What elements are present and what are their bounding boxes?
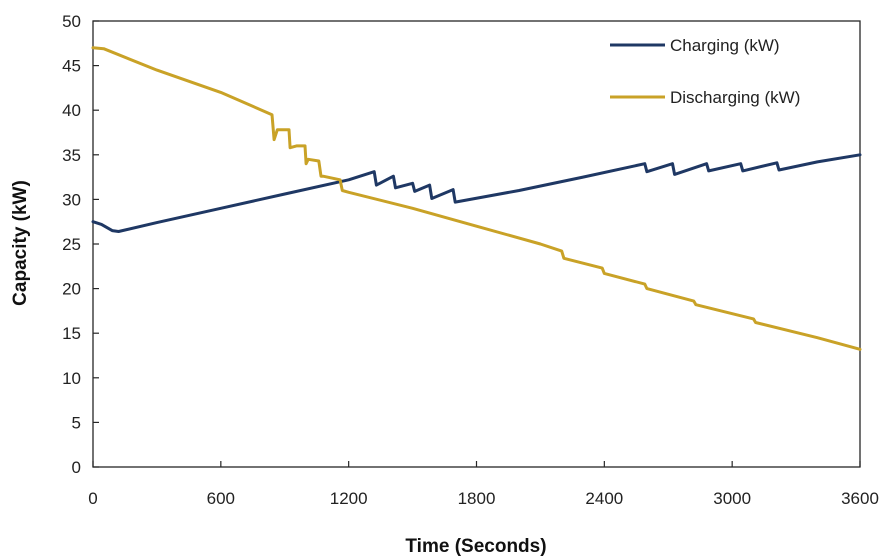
x-tick-label: 3600 bbox=[841, 489, 879, 508]
legend: Charging (kW) Discharging (kW) bbox=[610, 36, 800, 107]
x-axis: 0 600 1200 1800 2400 3000 3600 bbox=[88, 461, 879, 508]
y-tick-label: 10 bbox=[62, 369, 81, 388]
y-tick-label: 35 bbox=[62, 146, 81, 165]
x-tick-label: 2400 bbox=[585, 489, 623, 508]
y-tick-label: 25 bbox=[62, 235, 81, 254]
x-tick-label: 1800 bbox=[458, 489, 496, 508]
legend-label-1: Discharging (kW) bbox=[670, 88, 800, 107]
y-tick-label: 0 bbox=[72, 458, 81, 477]
series-layer bbox=[91, 46, 862, 351]
legend-label-0: Charging (kW) bbox=[670, 36, 780, 55]
y-tick-label: 15 bbox=[62, 324, 81, 343]
x-tick-label: 0 bbox=[88, 489, 97, 508]
series-line-0 bbox=[91, 153, 862, 233]
y-tick-label: 40 bbox=[62, 101, 81, 120]
y-axis: 0 5 10 15 20 25 30 35 40 45 50 bbox=[62, 12, 99, 477]
x-axis-title: Time (Seconds) bbox=[405, 536, 546, 557]
y-tick-label: 5 bbox=[72, 413, 81, 432]
y-tick-label: 20 bbox=[62, 280, 81, 299]
series-line-1 bbox=[91, 46, 862, 351]
y-tick-label: 50 bbox=[62, 12, 81, 31]
y-axis-title: Capacity (kW) bbox=[10, 180, 31, 306]
x-tick-label: 3000 bbox=[713, 489, 751, 508]
y-tick-label: 45 bbox=[62, 57, 81, 76]
y-tick-label: 30 bbox=[62, 190, 81, 209]
x-tick-label: 1200 bbox=[330, 489, 368, 508]
x-tick-label: 600 bbox=[207, 489, 235, 508]
